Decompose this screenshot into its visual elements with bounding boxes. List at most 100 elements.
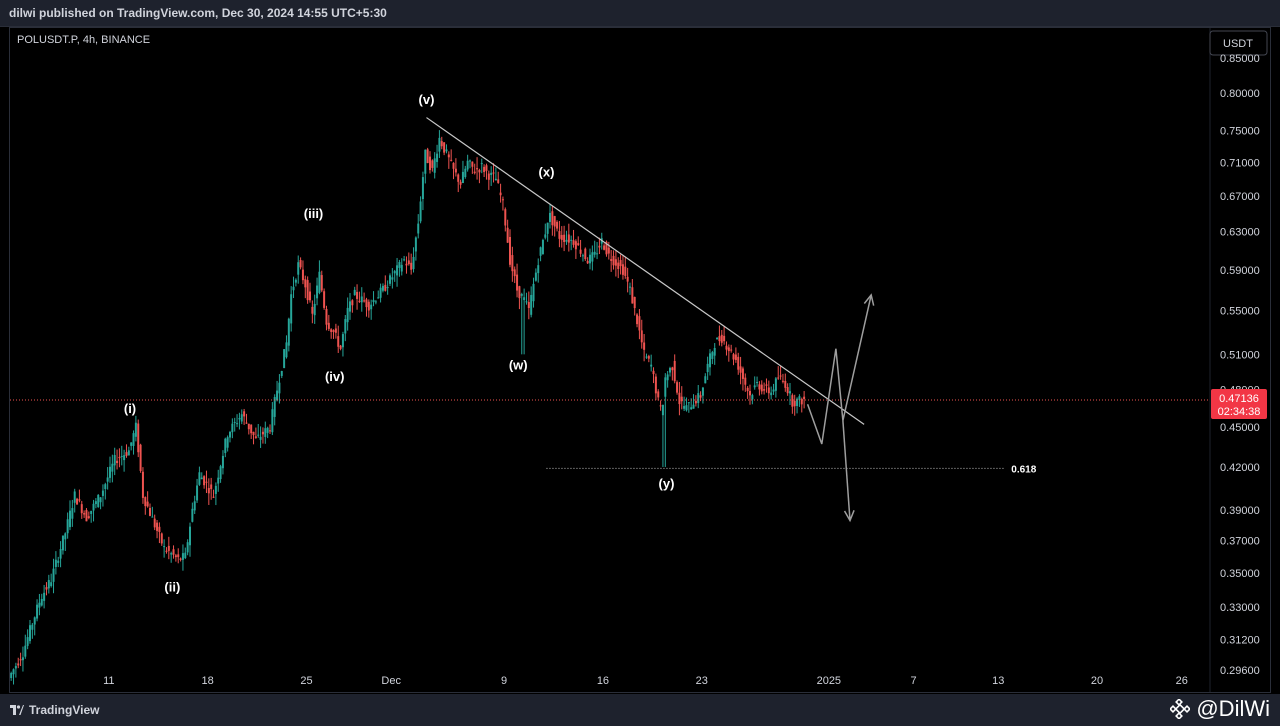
y-tick-label: 0.29600 (1220, 665, 1260, 677)
tradingview-brand: TradingView (29, 703, 100, 717)
last-price-value: 0.47136 (1219, 393, 1259, 405)
candle-body (725, 345, 728, 350)
candle-body (365, 299, 368, 308)
candle-body (450, 159, 453, 161)
candle-body (605, 241, 608, 255)
candle-body (266, 427, 269, 433)
candle-body (393, 271, 396, 274)
candle-body (24, 645, 27, 657)
candle-body (692, 404, 695, 409)
wave-label: (i) (124, 401, 136, 416)
x-tick-label: 26 (1176, 675, 1188, 687)
candle-body (224, 438, 227, 454)
candle-body (549, 212, 551, 222)
candle-body (645, 356, 648, 358)
candle-body (47, 580, 50, 589)
candle-body (504, 209, 507, 226)
candle-body (520, 293, 523, 296)
candle-body (85, 509, 88, 522)
candle-body (259, 436, 262, 440)
candle-body (633, 296, 636, 309)
candle-body (657, 391, 660, 398)
candle-body (544, 234, 547, 238)
y-tick-label: 0.85000 (1220, 53, 1260, 65)
candle-body (532, 283, 535, 302)
candle-body (781, 380, 784, 382)
candle-body (379, 287, 382, 298)
candle-body (76, 498, 79, 505)
candle-body (43, 592, 46, 601)
candle-body (473, 171, 476, 174)
candle-body (353, 289, 356, 296)
candle-body (584, 248, 587, 260)
candle-body (516, 274, 519, 291)
candle-body (436, 153, 439, 162)
y-tick-label: 0.71000 (1220, 157, 1260, 169)
candle-body (558, 231, 561, 239)
x-tick-label: 9 (501, 675, 507, 687)
candle-body (803, 396, 806, 400)
candle-body (297, 262, 300, 275)
candle-body (83, 513, 86, 515)
candle-body (304, 279, 307, 288)
candle-body (271, 409, 274, 433)
projection-path-bearish (842, 420, 851, 521)
candle-body (94, 501, 97, 505)
candle-body (245, 422, 248, 424)
price-chart[interactable]: POLUSDT.P, 4h, BINANCE USDT 0.85000 0.80000… (10, 28, 1270, 692)
candle-body (146, 501, 149, 507)
candle-body (372, 299, 375, 303)
candle-body (99, 497, 102, 503)
footer-bar: TradingView @DilWi (0, 694, 1280, 726)
candle-body (577, 243, 580, 246)
candle-body (229, 431, 231, 438)
candle-body (454, 168, 457, 173)
candle-body (614, 259, 617, 266)
candle-body (643, 342, 646, 350)
candle-body (370, 304, 373, 310)
candle-body (57, 560, 60, 563)
watermark-handle: @DilWi (1196, 696, 1270, 721)
candle-body (640, 330, 643, 343)
candle-body (497, 179, 500, 183)
candle-body (130, 442, 133, 446)
y-tick-label: 0.63000 (1220, 227, 1260, 239)
candle-body (676, 382, 679, 393)
candle-body (483, 166, 486, 173)
candle-body (26, 637, 29, 646)
tradingview-logo[interactable]: TradingView (10, 703, 99, 717)
candle-body (589, 254, 591, 264)
candle-body (619, 260, 622, 267)
candle-body (410, 262, 413, 270)
candle-body (38, 602, 41, 608)
candle-body (165, 550, 168, 552)
candle-body (556, 221, 559, 229)
candle-body (770, 392, 773, 396)
candle-body (400, 264, 403, 272)
candle-body (243, 411, 246, 417)
candle-body (80, 504, 83, 514)
candle-body (523, 297, 526, 301)
candle-body (231, 423, 234, 433)
candle-body (469, 160, 471, 162)
candle-body (457, 174, 460, 182)
candle-body (746, 387, 749, 392)
candle-body (461, 171, 464, 184)
candle-body (734, 354, 737, 361)
candle-body (217, 477, 220, 484)
candle-body (151, 516, 154, 518)
candle-body (318, 271, 321, 293)
candle-body (471, 161, 474, 167)
candle-body (116, 460, 119, 463)
candle-body (316, 285, 319, 299)
candle-body (78, 499, 81, 501)
candle-body (718, 336, 721, 342)
candle-body (586, 260, 589, 264)
candle-body (429, 156, 431, 171)
candle-body (579, 249, 582, 254)
candle-body (727, 347, 730, 352)
candle-body (419, 201, 422, 222)
candle-body (109, 466, 111, 478)
candle-body (683, 406, 686, 409)
candle-body (358, 300, 361, 302)
